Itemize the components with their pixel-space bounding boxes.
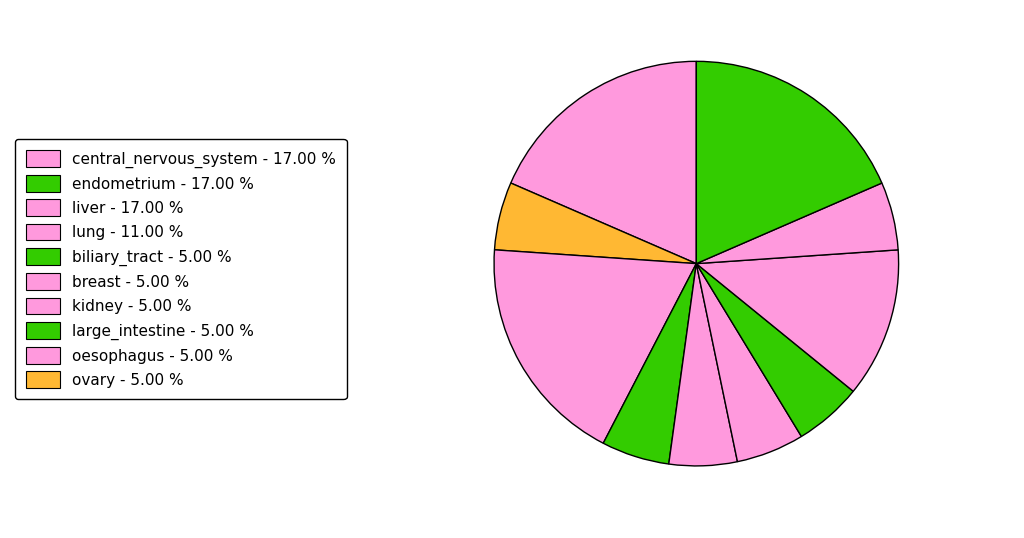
Wedge shape <box>669 264 737 466</box>
Wedge shape <box>511 61 696 264</box>
Wedge shape <box>696 250 899 391</box>
Wedge shape <box>495 183 696 264</box>
Wedge shape <box>696 183 898 264</box>
Wedge shape <box>603 264 696 464</box>
Legend: central_nervous_system - 17.00 %, endometrium - 17.00 %, liver - 17.00 %, lung -: central_nervous_system - 17.00 %, endome… <box>15 139 346 399</box>
Wedge shape <box>696 61 882 264</box>
Wedge shape <box>494 250 696 443</box>
Wedge shape <box>696 264 802 462</box>
Wedge shape <box>696 264 853 436</box>
